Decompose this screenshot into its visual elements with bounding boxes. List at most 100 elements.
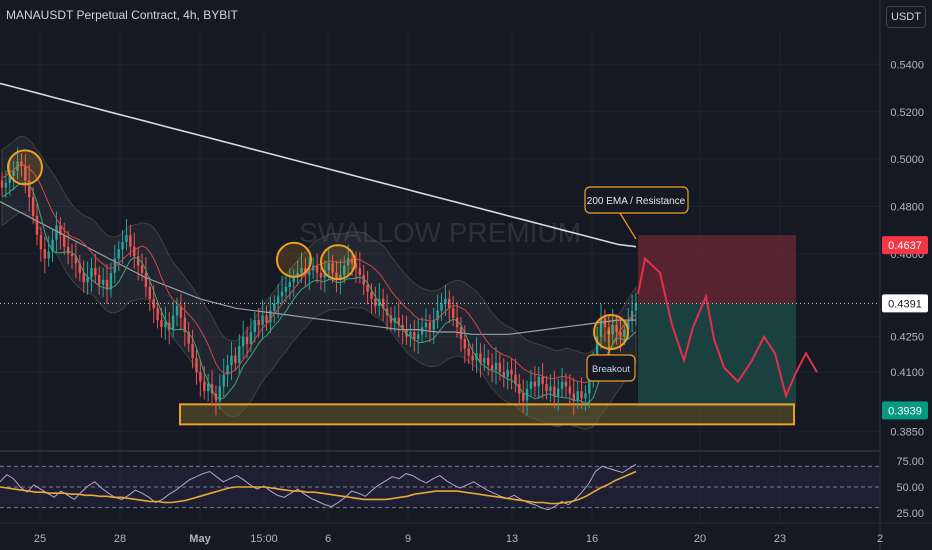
candle-body	[292, 277, 295, 283]
candle-body	[354, 263, 358, 269]
candle-body	[537, 376, 540, 387]
candle-body	[479, 353, 482, 363]
candle-body	[43, 249, 46, 259]
candle-body	[627, 320, 630, 330]
x-tick-label: 6	[325, 533, 331, 545]
candle-body	[557, 388, 560, 396]
candle-body	[311, 265, 315, 271]
candle-body	[261, 315, 264, 325]
highlight-circle	[276, 241, 312, 278]
x-tick-label: 23	[774, 533, 786, 545]
candle-body	[413, 331, 416, 340]
candle-body	[335, 272, 338, 280]
ema-resistance-callout: 200 EMA / Resistance	[584, 186, 689, 240]
candle-body	[47, 251, 50, 259]
candle-body	[366, 284, 369, 292]
candle-body	[529, 381, 533, 389]
candle-body	[199, 372, 202, 382]
candle-body	[66, 246, 70, 254]
candle-body	[634, 303, 638, 311]
stop-price-label: 0.4637	[888, 240, 922, 252]
candle-body	[35, 215, 39, 235]
candle-body	[405, 329, 408, 337]
candle-body	[144, 272, 148, 287]
candle-body	[514, 374, 517, 385]
price-axis[interactable]: 0.54000.52000.50000.48000.46000.42500.41…	[890, 59, 924, 438]
take-profit-zone	[638, 303, 796, 407]
ema-mid-line	[0, 201, 636, 335]
chart-title: MANAUSDT Perpetual Contract, 4h, BYBIT	[6, 8, 238, 22]
candle-body	[401, 324, 404, 330]
candle-body	[572, 393, 575, 401]
candle-body	[273, 303, 276, 311]
candle-body	[623, 329, 626, 337]
y-tick-label: 0.3850	[890, 426, 924, 438]
candle-body	[156, 308, 159, 321]
candle-body	[113, 258, 116, 273]
candle-body	[553, 386, 556, 396]
rsi-tick-label: 75.00	[896, 456, 924, 468]
candle-body	[20, 161, 23, 167]
candle-body	[315, 265, 319, 273]
candle-body	[280, 291, 284, 297]
forecast-path	[637, 256, 818, 400]
candle-body	[59, 225, 62, 235]
rsi-band	[0, 466, 880, 508]
candle-body	[109, 272, 113, 290]
rsi-tick-label: 50.00	[896, 482, 924, 494]
ema-green-line	[1, 181, 637, 404]
candle-body	[467, 348, 470, 356]
candle-body	[276, 296, 280, 304]
candle-body	[175, 305, 179, 316]
highlight-circle	[320, 244, 356, 281]
rsi-line	[0, 463, 637, 511]
candle-body	[230, 355, 233, 366]
x-tick-label: 2	[877, 533, 883, 545]
candlesticks	[0, 147, 638, 416]
candle-body	[121, 242, 124, 250]
candle-body	[74, 256, 78, 264]
x-tick-label: 9	[405, 533, 411, 545]
candle-body	[0, 180, 4, 188]
candle-body	[533, 381, 537, 387]
candle-body	[234, 355, 237, 363]
time-axis[interactable]: 25 28 May 15:00 6 9 13 16 20 23 2	[34, 533, 883, 545]
candle-body	[55, 225, 58, 240]
candle-body	[222, 374, 225, 387]
target-price-label: 0.3939	[888, 405, 922, 417]
candle-body	[319, 272, 323, 278]
candle-body	[226, 365, 229, 375]
candle-body	[136, 256, 140, 266]
candle-body	[63, 234, 66, 247]
candle-body	[541, 376, 544, 385]
candle-body	[39, 234, 43, 250]
candle-body	[24, 166, 27, 181]
breakout-callout: Breakout	[586, 330, 636, 382]
candle-body	[4, 182, 8, 188]
candle-body	[82, 272, 85, 283]
rsi-tick-label: 25.00	[896, 508, 924, 520]
candle-body	[576, 391, 579, 401]
candle-body	[101, 279, 105, 285]
candle-body	[588, 379, 591, 394]
ema-callout-label: 200 EMA / Resistance	[587, 196, 686, 207]
candle-body	[619, 331, 622, 337]
candle-body	[560, 381, 564, 389]
candle-body	[269, 310, 272, 323]
x-tick-label: 28	[114, 533, 126, 545]
highlight-circle	[593, 313, 629, 350]
currency-button[interactable]: USDT	[886, 6, 926, 28]
rsi-ma-line	[0, 470, 637, 505]
candle-body	[129, 234, 132, 247]
x-tick-label: 20	[694, 533, 706, 545]
candle-body	[133, 246, 136, 257]
y-tick-label: 0.4250	[890, 332, 924, 344]
rsi-axis[interactable]: 75.00 50.00 25.00	[896, 456, 924, 520]
candle-body	[28, 180, 31, 198]
candle-body	[444, 298, 447, 304]
candle-body	[455, 317, 459, 328]
candle-body	[615, 324, 618, 332]
candle-body	[284, 286, 288, 292]
candle-body	[510, 369, 513, 375]
